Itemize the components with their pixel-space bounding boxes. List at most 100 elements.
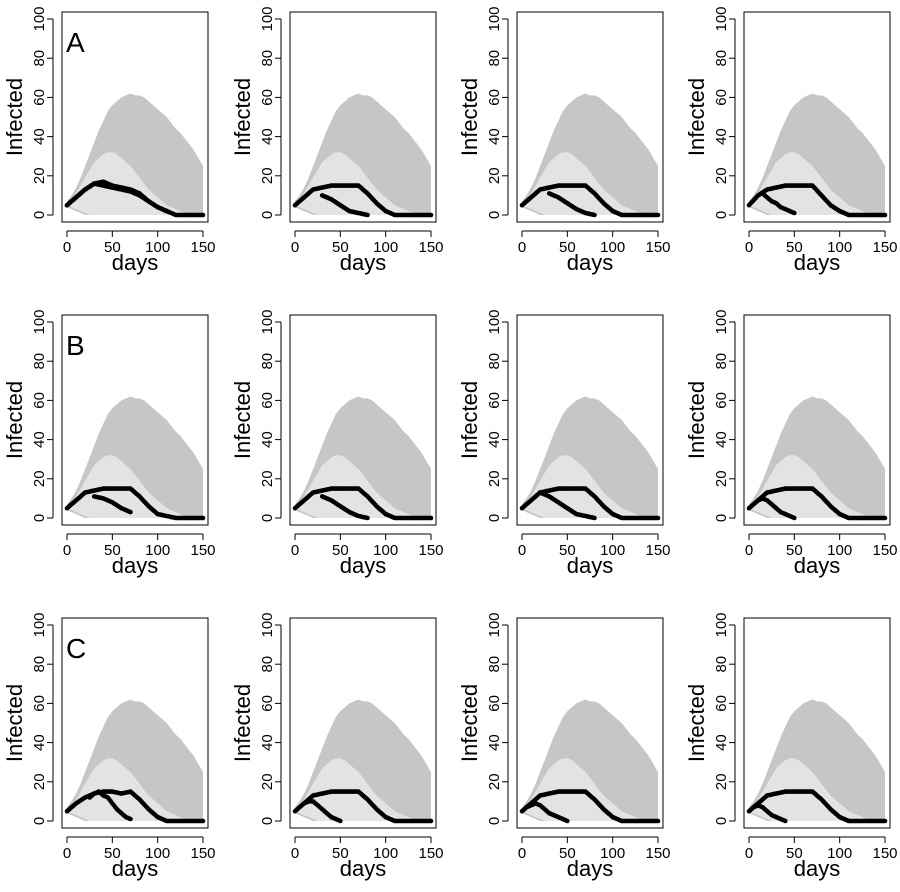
y-tick-label: 40: [31, 431, 48, 448]
plot-frame: [289, 617, 437, 829]
x-tick-label: 150: [418, 845, 443, 862]
trajectory-series: [746, 486, 888, 521]
y-axis-title: Infected: [457, 684, 482, 762]
y-tick-label: 80: [486, 50, 503, 67]
panel-4: 0 20 40 60 80 100 0 50 100 150 days Infected: [684, 6, 898, 275]
x-tick-label: 50: [332, 542, 349, 559]
y-tick-label: 40: [713, 734, 730, 751]
y-tick-label: 100: [486, 612, 503, 637]
y-tick-label: 80: [31, 656, 48, 673]
y-tick-label: 20: [713, 470, 730, 487]
y-tick-label: 80: [31, 50, 48, 67]
y-tick-label: 20: [486, 470, 503, 487]
trajectory-series: [319, 494, 370, 521]
trajectory-point: [428, 515, 434, 521]
x-tick-label: 50: [332, 845, 349, 862]
y-tick-label: 40: [486, 734, 503, 751]
y-tick-label: 60: [486, 392, 503, 409]
trajectory-series: [301, 799, 343, 824]
trajectory-point: [128, 509, 133, 515]
y-tick-label: 80: [259, 50, 276, 67]
trajectory-point: [592, 515, 597, 521]
x-tick-label: 50: [104, 845, 121, 862]
y-tick-label: 80: [31, 353, 48, 370]
x-tick-label: 100: [600, 845, 625, 862]
x-tick-label: 50: [104, 542, 121, 559]
trajectory-series: [755, 496, 797, 521]
trajectory-series: [519, 789, 661, 824]
trajectory-series: [64, 486, 206, 521]
y-axis-title: Infected: [457, 78, 482, 156]
y-tick-label: 0: [259, 817, 276, 825]
x-tick-label: 0: [518, 845, 526, 862]
x-tick-label: 150: [872, 542, 897, 559]
y-tick-label: 100: [31, 309, 48, 334]
x-tick-label: 100: [827, 542, 852, 559]
x-axis-title: days: [112, 856, 158, 881]
trajectory-point: [592, 212, 597, 218]
trajectory-point: [792, 515, 797, 521]
x-tick-label: 150: [190, 239, 215, 256]
panel-7: 0 20 40 60 80 100 0 50 100 150 days Infected: [457, 309, 671, 578]
x-tick-label: 0: [518, 239, 526, 256]
trajectory-point: [428, 212, 434, 218]
y-axis-title: Infected: [230, 78, 255, 156]
x-tick-label: 150: [645, 845, 670, 862]
x-tick-label: 100: [827, 239, 852, 256]
x-tick-label: 50: [559, 845, 576, 862]
y-tick-label: 40: [486, 431, 503, 448]
y-axis-title: Infected: [457, 381, 482, 459]
panel-1: 0 20 40 60 80 100 0 50 100 150 days Infected A: [2, 6, 216, 275]
trajectory-series: [319, 193, 370, 218]
y-tick-label: 80: [713, 656, 730, 673]
plot-frame: [61, 314, 209, 526]
trajectory-series: [292, 486, 434, 521]
trajectory-point: [882, 212, 888, 218]
x-tick-label: 0: [291, 845, 299, 862]
y-tick-label: 20: [486, 167, 503, 184]
x-tick-label: 100: [145, 542, 170, 559]
x-tick-label: 50: [786, 239, 803, 256]
inner-band: [67, 455, 203, 518]
inner-band: [295, 455, 431, 518]
trajectory-point: [882, 515, 888, 521]
plot-frame: [743, 617, 891, 829]
y-tick-label: 0: [713, 514, 730, 522]
y-tick-label: 100: [259, 309, 276, 334]
panel-12: 0 20 40 60 80 100 0 50 100 150 days Infected: [684, 612, 898, 881]
y-tick-label: 40: [31, 734, 48, 751]
x-axis-title: days: [112, 250, 158, 275]
x-axis-title: days: [340, 856, 386, 881]
x-tick-label: 50: [559, 542, 576, 559]
x-tick-label: 100: [600, 239, 625, 256]
trajectory-point: [200, 515, 206, 521]
x-tick-label: 100: [600, 542, 625, 559]
y-tick-label: 100: [259, 6, 276, 31]
x-tick-label: 0: [291, 542, 299, 559]
trajectory-series: [91, 494, 133, 515]
trajectory-series: [760, 191, 797, 216]
y-tick-label: 0: [713, 211, 730, 219]
panel-8: 0 20 40 60 80 100 0 50 100 150 days Infected: [684, 309, 898, 578]
y-tick-label: 0: [486, 514, 503, 522]
trajectory-series: [87, 789, 133, 822]
x-tick-label: 150: [872, 239, 897, 256]
y-axis-title: Infected: [230, 381, 255, 459]
trajectory-point: [655, 515, 661, 521]
plot-frame: [289, 314, 437, 526]
panel-label: C: [66, 633, 86, 664]
inner-band: [295, 758, 431, 821]
trajectory-point: [565, 818, 570, 824]
y-tick-label: 60: [31, 695, 48, 712]
y-tick-label: 100: [713, 612, 730, 637]
x-axis-title: days: [794, 553, 840, 578]
y-tick-label: 60: [713, 89, 730, 106]
trajectory-point: [128, 816, 133, 822]
plot-frame: [289, 11, 437, 223]
trajectory-point: [338, 818, 343, 824]
trajectory-series: [64, 181, 169, 214]
x-tick-label: 0: [291, 239, 299, 256]
trajectory-series: [746, 183, 888, 218]
panel-3: 0 20 40 60 80 100 0 50 100 150 days Infected: [457, 6, 671, 275]
